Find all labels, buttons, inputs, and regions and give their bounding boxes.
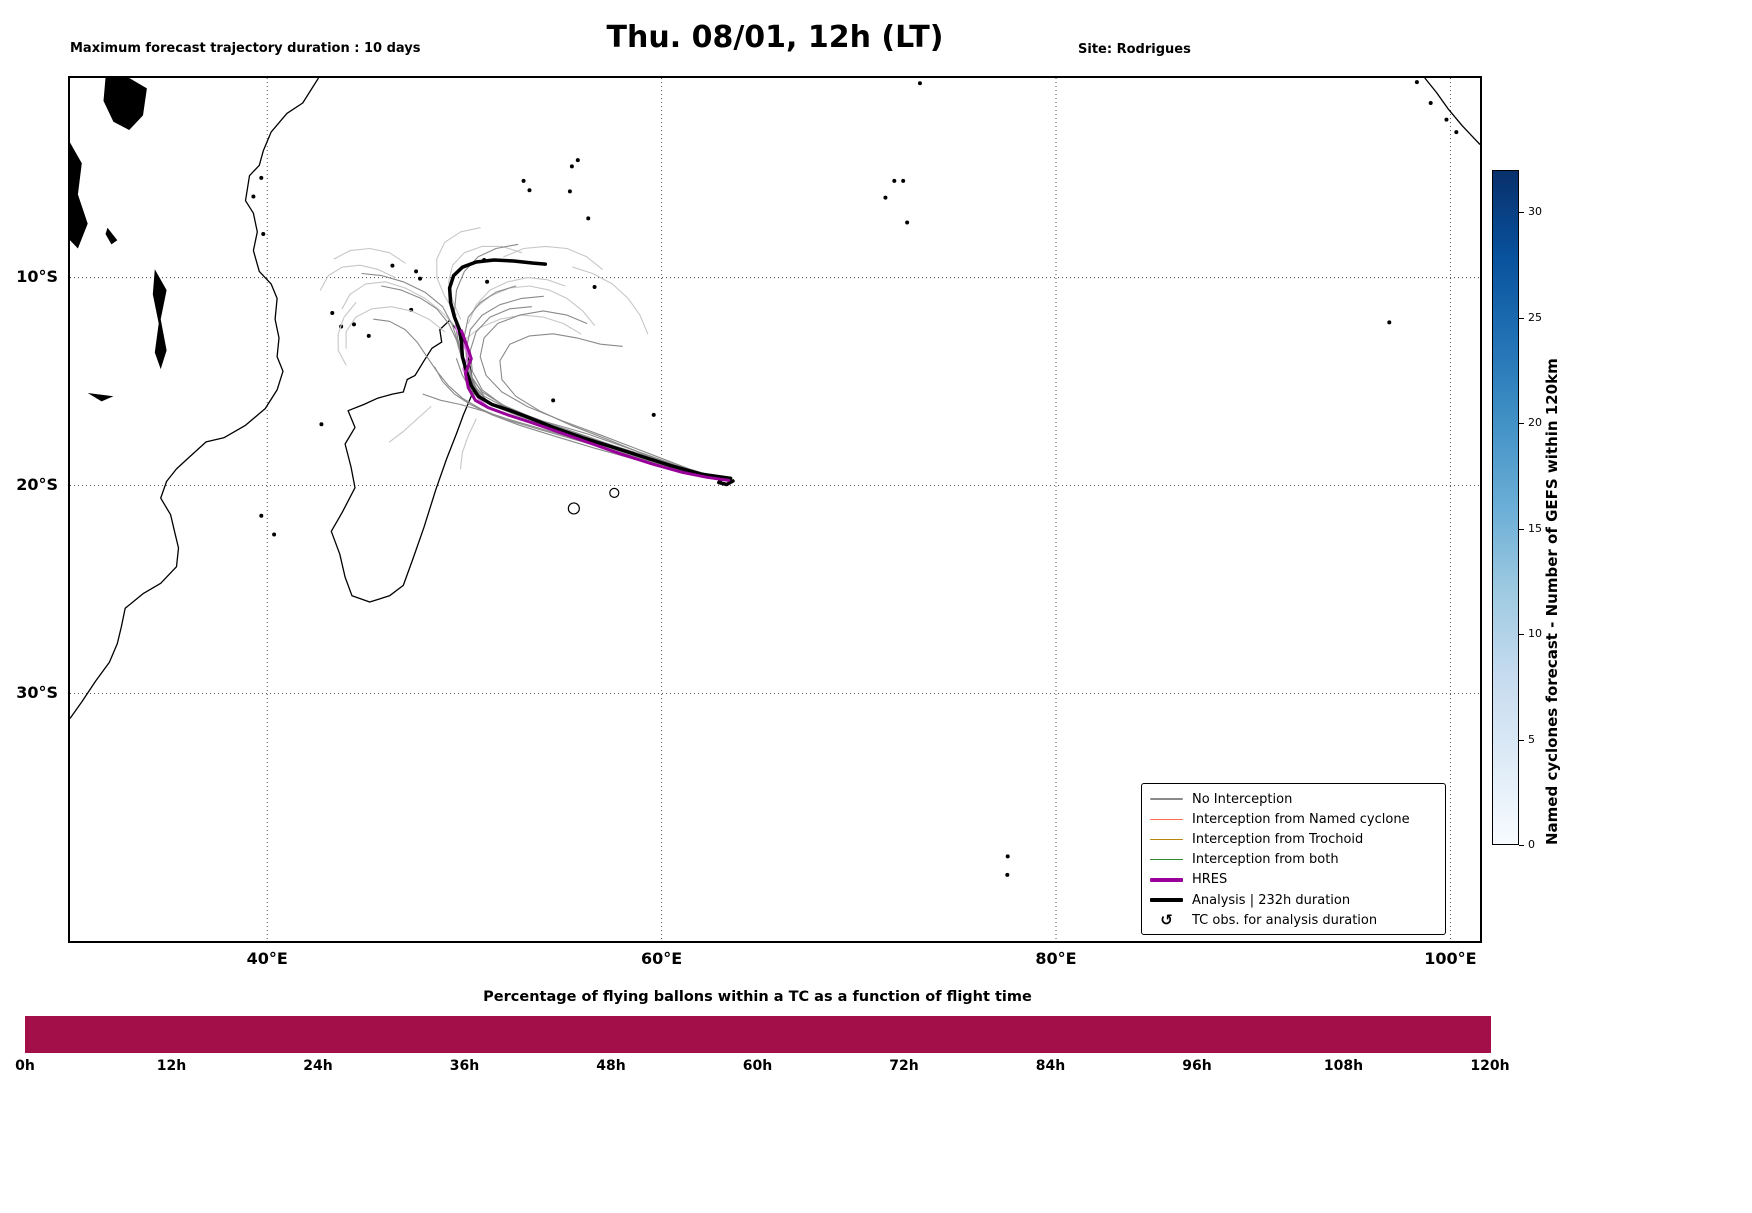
y-tick-label: 20°S	[16, 474, 58, 494]
legend: No Interception Interception from Named c…	[1141, 783, 1446, 935]
legend-label: No Interception	[1192, 791, 1293, 807]
x-tick-label: 40°E	[246, 949, 288, 968]
colorbar-tickmark	[1519, 317, 1524, 319]
legend-line-sample	[1150, 818, 1183, 821]
legend-item: Interception from Named cyclone	[1150, 809, 1437, 829]
x-tick-label: 80°E	[1035, 949, 1077, 968]
bar-segment	[318, 1016, 466, 1053]
lakes	[70, 78, 167, 402]
legend-label: Interception from Named cyclone	[1192, 811, 1410, 827]
colorbar-tick-label: 15	[1528, 521, 1542, 535]
legend-line-sample	[1150, 838, 1183, 841]
island-dots	[251, 80, 1459, 877]
trajectory-series-3	[447, 258, 735, 487]
legend-label: HRES	[1192, 872, 1228, 888]
legend-line-sample	[1150, 898, 1183, 902]
colorbar-tickmark	[1519, 528, 1524, 530]
bar-segment	[757, 1016, 905, 1053]
flight-time-tick-label: 108h	[1323, 1058, 1364, 1074]
bar-segment	[611, 1016, 759, 1053]
colorbar-tickmark	[1519, 212, 1524, 214]
legend-label: Interception from both	[1192, 852, 1339, 868]
flight-time-tick-label: 72h	[889, 1058, 919, 1074]
legend-item: Interception from Trochoid	[1150, 829, 1437, 849]
legend-line-sample	[1150, 878, 1183, 882]
bar-segment	[171, 1016, 319, 1053]
legend-line	[1150, 798, 1183, 800]
colorbar	[1492, 170, 1519, 845]
legend-item: No Interception	[1150, 789, 1437, 809]
flight-time-tick-label: 84h	[1035, 1058, 1066, 1074]
legend-line	[1150, 838, 1183, 841]
flight-time-tick-label: 24h	[303, 1058, 333, 1074]
legend-item: Interception from both	[1150, 850, 1437, 870]
colorbar-tick-label: 10	[1528, 627, 1542, 641]
x-tick-label: 100°E	[1424, 949, 1477, 968]
trajectory-series-4	[459, 329, 731, 482]
legend-item: HRES	[1150, 870, 1437, 890]
bar-segment	[1050, 1016, 1198, 1053]
legend-line	[1150, 898, 1183, 902]
legend-line-sample	[1150, 798, 1183, 800]
legend-rows: No Interception Interception from Named c…	[1150, 789, 1437, 930]
bottom-chart-title: Percentage of flying ballons within a TC…	[483, 989, 1032, 1005]
rotate-arrow-icon: ↺	[1160, 910, 1173, 929]
flight-time-bar-chart	[25, 1016, 1491, 1053]
colorbar-tickmark	[1519, 845, 1524, 846]
legend-line	[1150, 818, 1183, 821]
x-tick-label: 60°E	[640, 949, 683, 968]
colorbar-tick-label: 20	[1528, 416, 1542, 430]
flight-time-tick-label: 96h	[1182, 1058, 1212, 1074]
flight-time-tick-label: 12h	[156, 1058, 187, 1074]
tc-obs-marker-icon: ↺	[1150, 910, 1183, 929]
colorbar-tick-label: 30	[1528, 205, 1542, 219]
colorbar-tick-label: 0	[1528, 838, 1535, 851]
legend-line	[1150, 858, 1183, 861]
legend-label: TC obs. for analysis duration	[1192, 912, 1378, 928]
colorbar-tickmark	[1519, 739, 1524, 741]
flight-time-tick-label: 36h	[449, 1058, 480, 1074]
colorbar-tick-label: 25	[1528, 310, 1542, 324]
legend-label: Interception from Trochoid	[1192, 831, 1364, 847]
legend-item: Analysis | 232h duration	[1150, 890, 1437, 910]
max-duration-text: Maximum forecast trajectory duration : 1…	[70, 41, 421, 56]
flight-time-tick-label: 60h	[742, 1058, 773, 1074]
bar-segment	[464, 1016, 612, 1053]
bar-segment	[904, 1016, 1052, 1053]
flight-time-tick-label: 120h	[1470, 1058, 1510, 1074]
flight-time-tick-label: 48h	[596, 1058, 626, 1074]
colorbar-tickmark	[1519, 634, 1524, 636]
trajectory-map	[70, 78, 1480, 941]
site-text: Site: Rodrigues	[1078, 42, 1191, 57]
figure-title: Thu. 08/01, 12h (LT)	[606, 20, 944, 55]
legend-label: Analysis | 232h duration	[1192, 892, 1351, 908]
trajectory-series-0	[319, 227, 649, 470]
coastlines	[70, 78, 1480, 719]
bar-segment	[1343, 1016, 1491, 1053]
legend-item: ↺ TC obs. for analysis duration	[1150, 910, 1437, 930]
colorbar-tick-label: 5	[1528, 732, 1535, 746]
flight-time-tick-label: 0h	[15, 1058, 35, 1074]
legend-line	[1150, 878, 1183, 882]
colorbar-tickmark	[1519, 423, 1524, 425]
y-tick-label: 10°S	[16, 266, 58, 286]
y-tick-label: 30°S	[16, 682, 58, 702]
bar-segment	[25, 1016, 173, 1053]
legend-line-sample	[1150, 858, 1183, 861]
bar-segment	[1197, 1016, 1345, 1053]
colorbar-label: Named cyclones forecast - Number of GEFS…	[1543, 358, 1561, 845]
